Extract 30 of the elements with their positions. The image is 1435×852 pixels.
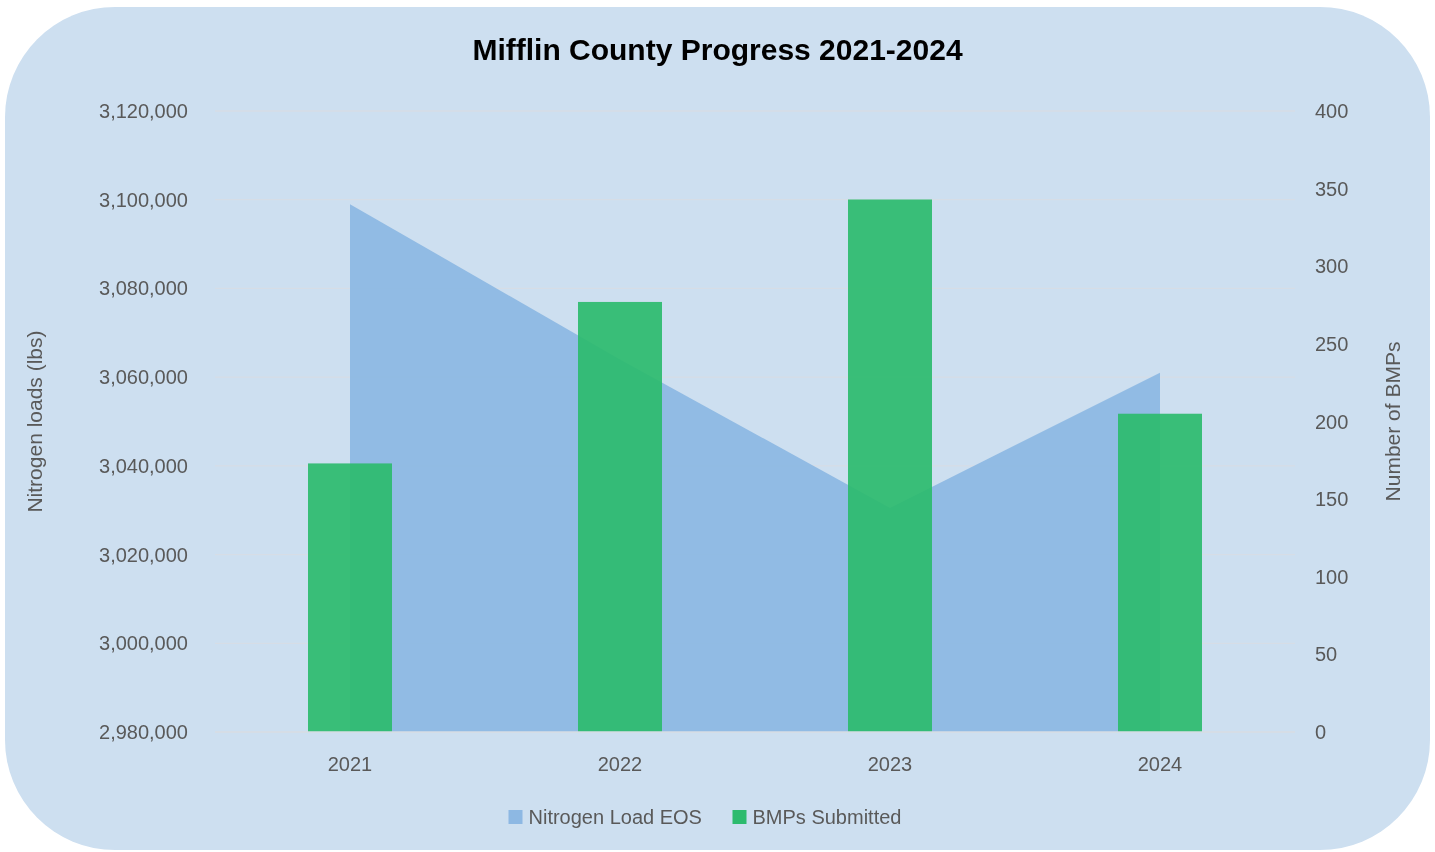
y2-tick-label: 200 bbox=[1315, 410, 1349, 433]
legend-label: Nitrogen Load EOS bbox=[528, 806, 702, 828]
y-tick-label: 3,040,000 bbox=[99, 454, 188, 477]
y2-tick-label: 300 bbox=[1315, 255, 1349, 278]
y-tick-label: 3,060,000 bbox=[99, 366, 188, 389]
y-tick-label: 3,100,000 bbox=[99, 188, 188, 211]
y-tick-label: 2,980,000 bbox=[99, 721, 188, 743]
bar bbox=[308, 463, 392, 732]
y2-axis-title: Number of BMPs bbox=[1381, 341, 1404, 502]
y2-tick-label: 250 bbox=[1315, 332, 1349, 355]
y2-tick-label: 50 bbox=[1315, 643, 1338, 666]
y2-tick-label: 400 bbox=[1315, 100, 1349, 122]
y2-tick-label: 350 bbox=[1315, 177, 1349, 200]
y-tick-label: 3,020,000 bbox=[99, 543, 188, 566]
y-tick-label: 3,080,000 bbox=[99, 277, 188, 300]
x-tick-label: 2024 bbox=[1137, 753, 1183, 775]
bar bbox=[1118, 413, 1202, 732]
y-axis-title: Nitrogen loads (lbs) bbox=[23, 330, 46, 513]
legend-label: BMPs Submitted bbox=[752, 806, 902, 828]
x-tick-label: 2022 bbox=[597, 753, 643, 775]
y2-tick-label: 150 bbox=[1315, 488, 1349, 511]
y2-tick-label: 100 bbox=[1315, 565, 1349, 588]
x-tick-label: 2021 bbox=[327, 753, 373, 775]
chart-title: Mifflin County Progress 2021-2024 bbox=[472, 33, 963, 66]
bar bbox=[848, 199, 932, 732]
bar bbox=[578, 301, 662, 732]
y-tick-label: 3,120,000 bbox=[99, 100, 188, 122]
y-tick-label: 3,000,000 bbox=[99, 632, 188, 655]
y2-tick-label: 0 bbox=[1315, 721, 1327, 743]
x-tick-label: 2023 bbox=[867, 753, 913, 775]
